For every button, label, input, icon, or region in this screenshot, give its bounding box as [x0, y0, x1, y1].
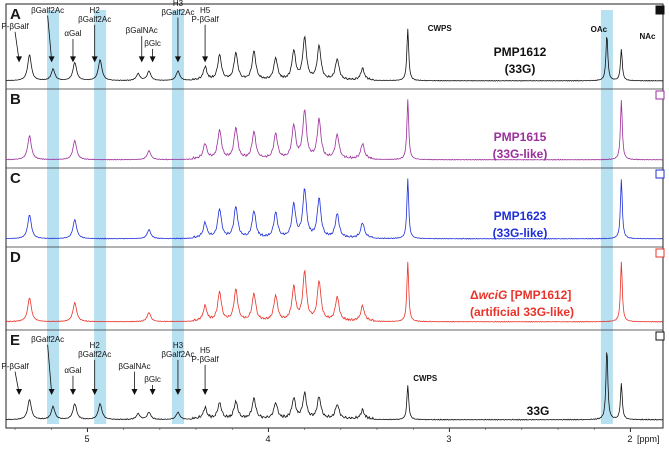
peak-annotation-A-4: βGalNAc: [125, 26, 158, 36]
peak-annotation-A-7: H5 P-βGalf: [191, 5, 219, 24]
peak-annotation-A-2: αGal: [64, 28, 82, 38]
spectrum-line-A: [6, 28, 663, 82]
peak-annotation-A-1: βGalf2Ac: [31, 5, 65, 15]
peak-annotation-A-3: H2 βGalf2Ac: [78, 5, 112, 24]
annotation-arrowhead-E-4: [131, 388, 138, 395]
peak-annotation-E-2: H2 βGalf2Ac: [78, 340, 112, 359]
annotation-arrowhead-A-7: [202, 56, 209, 63]
sample-name-E: 33G: [526, 404, 550, 418]
plot-frame: [5, 3, 664, 429]
sample-subtitle-A: (33G): [504, 62, 536, 76]
sample-subtitle-D: (artificial 33G-like): [470, 305, 575, 319]
highlight-band-2: [171, 10, 184, 424]
panel-marker-B: [655, 90, 665, 100]
annotation-arrowhead-E-5: [149, 388, 156, 395]
spectrum-line-B: [5, 99, 663, 161]
peak-annotation-E-3: αGal: [64, 365, 82, 375]
panel-letter-B: B: [10, 91, 21, 108]
spectrum-line-C: [5, 178, 663, 240]
annotation-arrowhead-E-6: [174, 388, 181, 395]
sample-subtitle-B: (33G-like): [492, 147, 548, 161]
annotation-arrowhead-A-5: [149, 56, 156, 63]
annotation-arrowhead-A-2: [69, 56, 76, 63]
x-axis-label: [ppm]: [637, 434, 660, 444]
region-label-oac: OAc: [590, 25, 608, 34]
peak-annotation-E-0: βGalf2Ac: [31, 334, 65, 344]
annotation-arrowhead-E-7: [202, 388, 209, 395]
x-tick-label-2: 3: [446, 434, 452, 444]
annotation-arrowhead-A-4: [138, 56, 145, 63]
peak-annotation-A-0: P-βGalf: [1, 21, 29, 31]
region-label-cwps: CWPS: [427, 24, 452, 33]
annotation-arrow-E-0: [47, 344, 53, 393]
peak-annotation-E-1: P-βGalf: [1, 361, 29, 371]
sample-name-D: ΔwciG [PMP1612]: [470, 288, 572, 302]
annotation-arrowhead-A-1: [48, 56, 55, 63]
annotation-arrowhead-E-0: [48, 388, 55, 395]
panel-letter-A: A: [10, 6, 21, 23]
annotation-arrowhead-E-3: [69, 388, 76, 395]
sample-name-A: PMP1612: [493, 45, 547, 59]
panel-letter-C: C: [10, 170, 21, 187]
peak-annotation-E-6: H3 βGalf2Ac: [161, 340, 195, 359]
x-tick-label-3: 2: [627, 434, 633, 444]
peak-annotation-E-7: H5 P-βGalf: [191, 345, 219, 364]
peak-annotation-A-6: H3 βGalf2Ac: [161, 0, 195, 17]
panel-marker-C: [655, 169, 665, 179]
annotation-arrowhead-A-6: [174, 56, 181, 63]
annotation-arrowhead-A-3: [91, 56, 98, 63]
annotation-arrow-A-0: [14, 31, 20, 61]
highlight-band-0: [47, 10, 60, 424]
panel-marker-D: [655, 248, 665, 258]
panel-letter-D: D: [10, 249, 21, 266]
highlight-band-1: [94, 10, 107, 424]
spectrum-line-D: [5, 261, 663, 323]
panel-marker-E: [655, 331, 665, 341]
annotation-arrowhead-A-0: [16, 56, 23, 63]
peak-annotation-E-4: βGalNAc: [118, 361, 151, 371]
spectrum-line-E: [5, 352, 663, 421]
region-label-nac: NAc: [639, 32, 656, 41]
peak-annotation-A-5: βGlc: [144, 38, 161, 48]
sample-name-C: PMP1623: [493, 209, 547, 223]
region-label-cwps-e: CWPS: [413, 374, 438, 383]
x-tick-label-0: 5: [84, 434, 90, 444]
annotation-arrowhead-E-2: [91, 388, 98, 395]
annotation-arrowhead-E-1: [16, 388, 23, 395]
annotation-arrow-A-1: [47, 15, 53, 61]
highlight-band-3: [600, 10, 613, 424]
sample-name-B: PMP1615: [493, 130, 547, 144]
peak-annotation-E-5: βGlc: [144, 375, 161, 385]
panel-marker-A: [655, 5, 665, 15]
sample-subtitle-C: (33G-like): [492, 226, 548, 240]
x-tick-label-1: 4: [265, 434, 271, 444]
panel-letter-E: E: [10, 332, 21, 349]
